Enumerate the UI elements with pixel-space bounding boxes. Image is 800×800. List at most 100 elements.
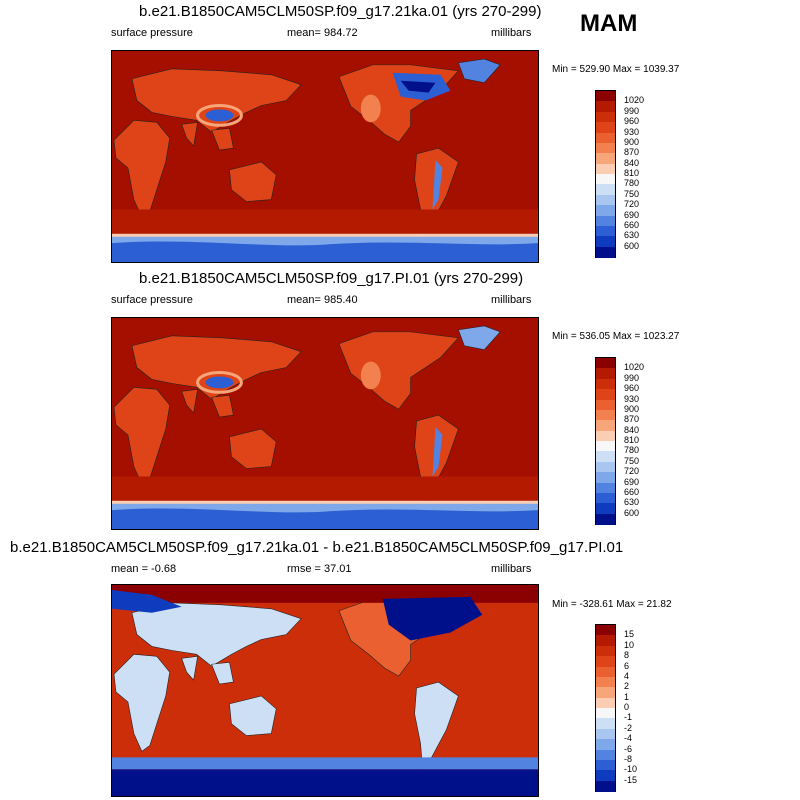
continent-africa xyxy=(113,654,171,752)
colorbar-swatch xyxy=(596,461,615,473)
colorbar-swatch xyxy=(596,635,615,647)
panel3-minmax: Min = -328.61 Max = 21.82 xyxy=(552,599,672,610)
colorbar-tick-label: 10 xyxy=(624,639,635,650)
colorbar-swatch xyxy=(596,430,615,442)
continent-africa xyxy=(113,387,171,485)
continent-india xyxy=(181,388,198,414)
colorbar-tick-label: -15 xyxy=(624,774,638,785)
colorbar-swatch xyxy=(596,728,615,740)
map-canvas xyxy=(112,585,538,796)
colorbar-swatch xyxy=(596,666,615,678)
colorbar-tick-label: -4 xyxy=(624,733,633,744)
colorbar-tick-label: 930 xyxy=(624,393,640,404)
colorbar-swatch xyxy=(596,205,615,216)
colorbar-tick-label: 6 xyxy=(624,660,630,671)
colorbar-tick-label: 780 xyxy=(624,445,640,456)
colorbar-swatch xyxy=(596,389,615,400)
colorbar-swatch xyxy=(596,225,615,237)
colorbar-swatch xyxy=(596,482,615,494)
colorbar-tick-label: 660 xyxy=(624,486,640,497)
colorbar-tick-label: 630 xyxy=(624,230,640,241)
colorbar-swatch xyxy=(596,246,615,258)
map-canvas xyxy=(112,51,538,262)
panel2-variable-label: surface pressure xyxy=(111,294,193,306)
colorbar-swatch xyxy=(596,399,615,411)
continent-seasia xyxy=(211,394,234,418)
panel3-mean-label: mean = -0.68 xyxy=(111,563,177,575)
continent-australia xyxy=(229,161,277,202)
colorbar-tick-label: -8 xyxy=(624,753,633,764)
colorbar-swatch xyxy=(596,194,615,206)
map-canvas xyxy=(112,318,538,529)
panel1-mean-label: mean= 984.72 xyxy=(287,27,358,39)
colorbar-tick-label: 4 xyxy=(624,670,630,681)
panel3-rmse-label: rmse = 37.01 xyxy=(287,563,352,575)
colorbar-tick-label: 2 xyxy=(624,681,630,692)
continent-eurasia xyxy=(131,602,302,667)
colorbar-swatch xyxy=(596,91,615,102)
colorbar-swatch xyxy=(596,111,615,123)
colorbar-swatch xyxy=(596,132,615,144)
colorbar-tick-label: 870 xyxy=(624,147,640,158)
colorbar-tick-label: 660 xyxy=(624,219,640,230)
colorbar-tick-label: 990 xyxy=(624,372,640,383)
panel2-minmax: Min = 536.05 Max = 1023.27 xyxy=(552,331,680,342)
panel3-map xyxy=(111,584,539,797)
continent-india xyxy=(181,121,198,147)
colorbar-tick-label: 750 xyxy=(624,455,640,466)
panel1-map xyxy=(111,50,539,263)
panel2-title: b.e21.B1850CAM5CLM50SP.f09_g17.PI.01 (yr… xyxy=(139,270,524,287)
panel2-map xyxy=(111,317,539,530)
colorbar-tick-label: 690 xyxy=(624,209,640,220)
colorbar-swatch xyxy=(596,625,615,636)
colorbar-swatch xyxy=(596,759,615,771)
colorbar-tick-label: -6 xyxy=(624,743,633,754)
colorbar-tick-label: 8 xyxy=(624,650,630,661)
colorbar-tick-label: 870 xyxy=(624,414,640,425)
colorbar-swatch xyxy=(596,420,615,432)
colorbar-swatch xyxy=(596,142,615,154)
colorbar-tick-label: 840 xyxy=(624,157,640,168)
panel1-units-label: millibars xyxy=(491,27,532,39)
colorbar-swatch xyxy=(596,358,615,369)
colorbar-tick-label: 930 xyxy=(624,126,640,137)
colorbar-tick-label: 600 xyxy=(624,507,640,518)
colorbar-swatch xyxy=(596,153,615,165)
colorbar-swatch xyxy=(596,513,615,525)
colorbar-tick-label: 15 xyxy=(624,629,635,640)
colorbar-tick-label: 1 xyxy=(624,691,630,702)
panel2-units-label: millibars xyxy=(491,294,532,306)
colorbar-swatch xyxy=(596,101,615,113)
colorbar-tick-label: 810 xyxy=(624,435,640,445)
colorbar-swatch xyxy=(596,492,615,504)
panel3-title: b.e21.B1850CAM5CLM50SP.f09_g17.21ka.01 -… xyxy=(10,539,624,556)
colorbar-tick-label: 840 xyxy=(624,424,640,435)
continent-eurasia xyxy=(131,68,302,133)
colorbar-tick-label: 750 xyxy=(624,188,640,199)
colorbar-swatch xyxy=(596,676,615,688)
colorbar-swatch xyxy=(596,739,615,750)
colorbar-swatch xyxy=(596,122,615,133)
panel2-colorbar xyxy=(595,357,616,525)
panel2-mean-label: mean= 985.40 xyxy=(287,294,358,306)
colorbar-tick-label: -10 xyxy=(624,764,638,775)
panel1-variable-label: surface pressure xyxy=(111,27,193,39)
colorbar-swatch xyxy=(596,697,615,709)
colorbar-tick-label: -1 xyxy=(624,712,633,723)
colorbar-tick-label: 810 xyxy=(624,168,640,178)
colorbar-tick-label: 690 xyxy=(624,476,640,487)
colorbar-swatch xyxy=(596,215,615,227)
colorbar-tick-label: 720 xyxy=(624,199,640,210)
colorbar-swatch xyxy=(596,451,615,463)
continent-india xyxy=(181,655,198,681)
colorbar-tick-label: 630 xyxy=(624,497,640,508)
colorbar-swatch xyxy=(596,441,615,452)
colorbar-tick-label: 960 xyxy=(624,116,640,127)
colorbar-swatch xyxy=(596,174,615,185)
colorbar-swatch xyxy=(596,780,615,792)
continent-australia xyxy=(229,428,277,469)
colorbar-swatch xyxy=(596,708,615,719)
colorbar-swatch xyxy=(596,656,615,667)
continent-africa xyxy=(113,120,171,218)
colorbar-swatch xyxy=(596,472,615,483)
